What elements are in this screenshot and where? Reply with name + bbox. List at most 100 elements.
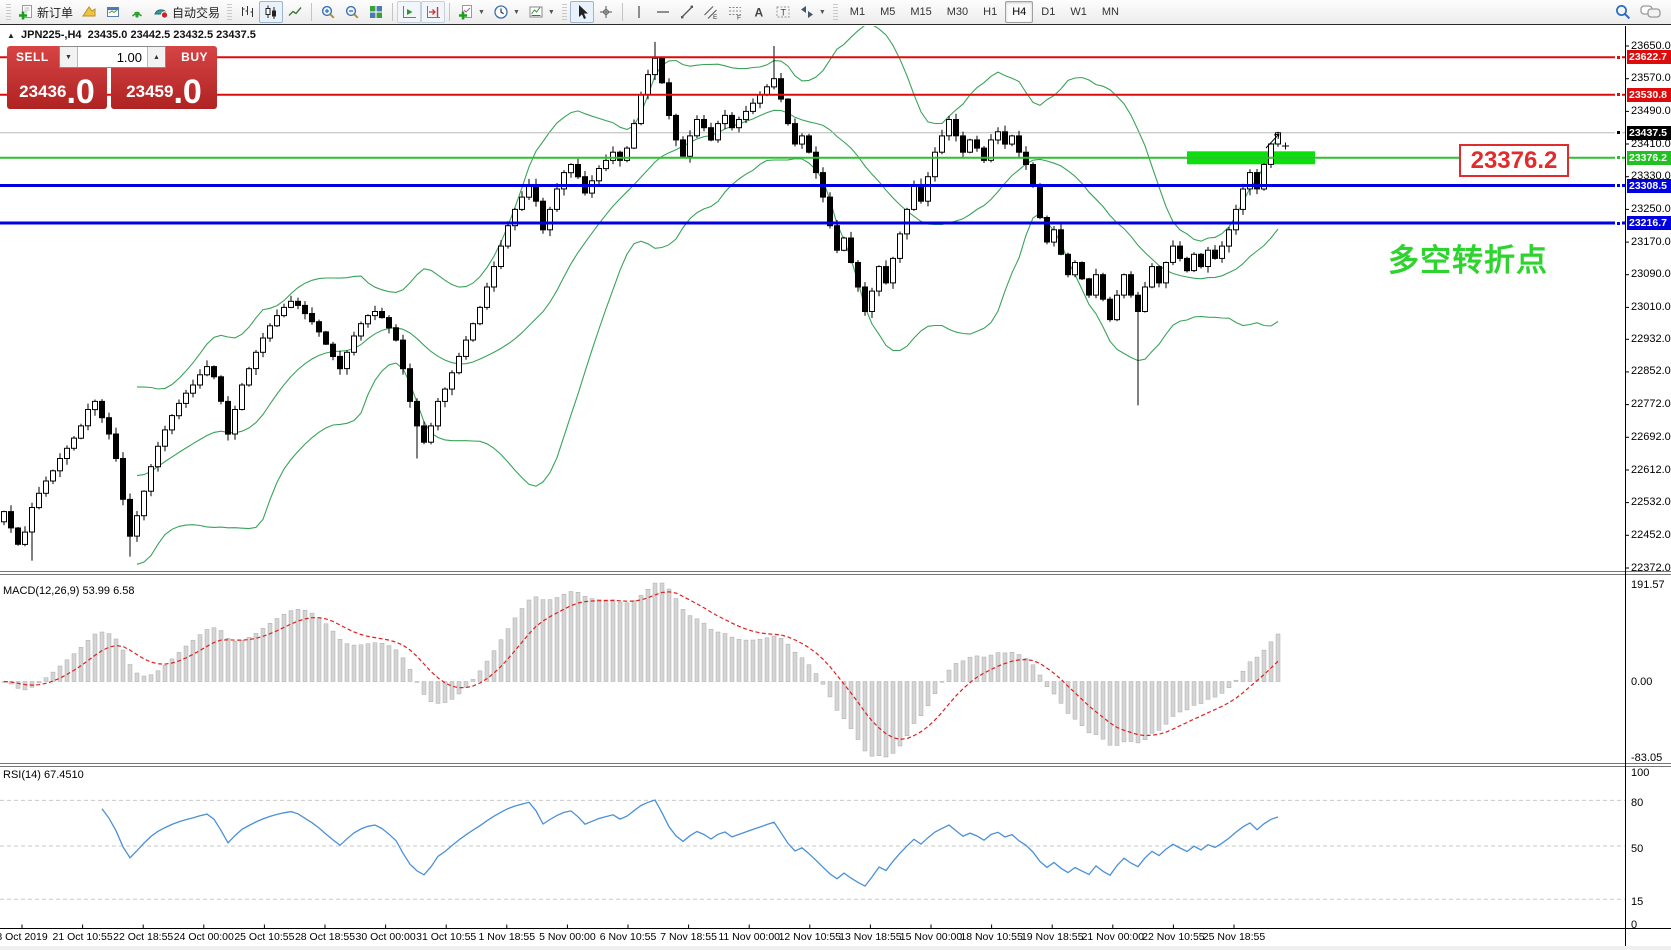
tile-windows-icon	[370, 6, 383, 18]
crosshair-icon	[599, 6, 612, 18]
templates-button[interactable]: ▼	[524, 1, 559, 23]
autotrading-button[interactable]: 自动交易	[149, 1, 224, 23]
rsi-value: 67.4510	[43, 769, 84, 781]
channel-icon: E	[703, 6, 718, 20]
vertical-line-icon	[638, 6, 640, 18]
chart-canvas[interactable]	[0, 23, 1671, 950]
rsi-level-lines	[0, 799, 1625, 900]
one-click-trading-panel: SELL 23436.0 BUY 23459.0 ▼ ▲	[7, 46, 217, 109]
label-tool-button[interactable]: T	[771, 1, 795, 23]
timeframe-toolbar: M1 M5 M15 M30 H1 H4 D1 W1 MN	[843, 1, 1126, 23]
chevron-down-icon: ▼	[547, 8, 555, 16]
crosshair-button[interactable]	[594, 1, 618, 23]
indicators-icon	[459, 5, 473, 20]
new-order-label: 新订单	[37, 5, 74, 20]
toolbar-separator	[621, 3, 623, 21]
macd-histogram	[1, 582, 1281, 758]
price-annotation-box[interactable]: 23376.2	[1459, 144, 1569, 177]
text-tool-button[interactable]: A	[747, 1, 771, 23]
sell-price: 23436.0	[19, 72, 95, 111]
timeframe-H1[interactable]: H1	[983, 6, 998, 18]
volume-decrease-button[interactable]: ▼	[60, 47, 78, 67]
label-icon: T	[776, 6, 790, 18]
profiles-icon	[82, 6, 96, 17]
toolbar-grip[interactable]	[227, 4, 233, 20]
volume-input[interactable]	[78, 47, 147, 67]
new-order-button[interactable]: 新订单	[14, 1, 77, 23]
zoom-in-icon	[321, 5, 335, 19]
svg-text:T: T	[780, 8, 786, 18]
zoom-in-button[interactable]	[316, 1, 340, 23]
signals-button[interactable]	[125, 1, 149, 23]
svg-text:E: E	[713, 14, 718, 20]
toolbar: 新订单 自动交易	[0, 0, 1671, 25]
bollinger-bands	[136, 23, 1279, 565]
chart-title: ▲ JPN225-,H4 23435.0 23442.5 23432.5 234…	[7, 29, 256, 41]
symbol-period-label: JPN225-,H4	[20, 29, 82, 41]
toolbar-separator	[392, 3, 394, 21]
toolbar-grip[interactable]	[561, 4, 567, 20]
trend-arrow-annotation	[1265, 133, 1289, 150]
autotrading-label: 自动交易	[172, 5, 221, 20]
buy-label: BUY	[181, 50, 208, 64]
line-chart-button[interactable]	[283, 1, 307, 23]
chart-collapse-icon[interactable]: ▲	[7, 31, 15, 40]
arrows-icon	[800, 6, 813, 18]
pane-separators[interactable]	[0, 571, 1671, 767]
svg-text:F: F	[737, 15, 741, 21]
new-order-icon	[19, 5, 32, 20]
search-icon[interactable]	[1614, 3, 1632, 21]
toolbar-separator	[311, 3, 313, 21]
bar-chart-button[interactable]	[235, 1, 259, 23]
timeframe-W1[interactable]: W1	[1070, 6, 1087, 18]
volume-increase-button[interactable]: ▲	[147, 47, 165, 67]
vertical-line-button[interactable]	[627, 1, 651, 23]
volume-stepper: ▼ ▲	[59, 46, 166, 68]
profiles-button[interactable]	[77, 1, 101, 23]
sell-label: SELL	[16, 50, 49, 64]
toolbar-grip[interactable]	[832, 4, 838, 20]
zoom-out-button[interactable]	[340, 1, 364, 23]
cursor-button[interactable]	[569, 1, 594, 23]
auto-scroll-icon	[403, 6, 417, 18]
horizontal-line-icon	[656, 11, 669, 13]
candlestick-chart-button[interactable]	[259, 1, 284, 23]
auto-scroll-button[interactable]	[397, 1, 422, 23]
toolbar-right	[1614, 3, 1668, 21]
timeframe-MN[interactable]: MN	[1101, 6, 1119, 18]
periods-button[interactable]: ▼	[489, 1, 524, 23]
channel-button[interactable]: E	[699, 1, 723, 23]
trendline-icon	[680, 5, 693, 19]
chart-shift-button[interactable]	[421, 1, 446, 23]
toolbar-separator	[449, 3, 451, 21]
price-axis-ticks	[1625, 45, 1629, 569]
chat-icon[interactable]	[1640, 3, 1662, 21]
indicators-button[interactable]: ▼	[454, 1, 489, 23]
timeframe-M1[interactable]: M1	[849, 6, 866, 18]
line-chart-icon	[288, 7, 302, 16]
buy-price: 23459.0	[126, 72, 202, 111]
toolbar-grip[interactable]	[6, 4, 11, 20]
timeframe-M5[interactable]: M5	[880, 6, 896, 18]
rsi-label: RSI(14) 67.4510	[3, 769, 84, 781]
timeframe-M15[interactable]: M15	[910, 6, 932, 18]
arrows-tool-button[interactable]: ▼	[795, 1, 830, 23]
tile-windows-button[interactable]	[364, 1, 388, 23]
horizontal-line-button[interactable]	[651, 1, 675, 23]
timeframe-M30[interactable]: M30	[946, 6, 969, 18]
signals-icon	[131, 11, 143, 18]
trendline-button[interactable]	[675, 1, 699, 23]
timeframe-D1[interactable]: D1	[1041, 6, 1056, 18]
market-watch-button[interactable]	[101, 1, 125, 23]
turning-point-annotation[interactable]: 多空转折点	[1388, 243, 1548, 279]
chart-shift-icon	[427, 6, 441, 18]
zoom-out-icon	[345, 5, 359, 19]
ohlc-label: 23435.0 23442.5 23432.5 23437.5	[87, 29, 256, 41]
fibonacci-button[interactable]: F	[723, 1, 747, 23]
macd-values: 53.99 6.58	[82, 585, 135, 597]
cursor-icon	[578, 5, 588, 19]
candles	[1, 41, 1281, 561]
svg-text:A: A	[754, 6, 763, 20]
chart-window: 23650.0 23570.0 23490.0 23410.0 23330.0 23250…	[0, 23, 1671, 950]
timeframe-H4[interactable]: H4	[1005, 1, 1034, 23]
